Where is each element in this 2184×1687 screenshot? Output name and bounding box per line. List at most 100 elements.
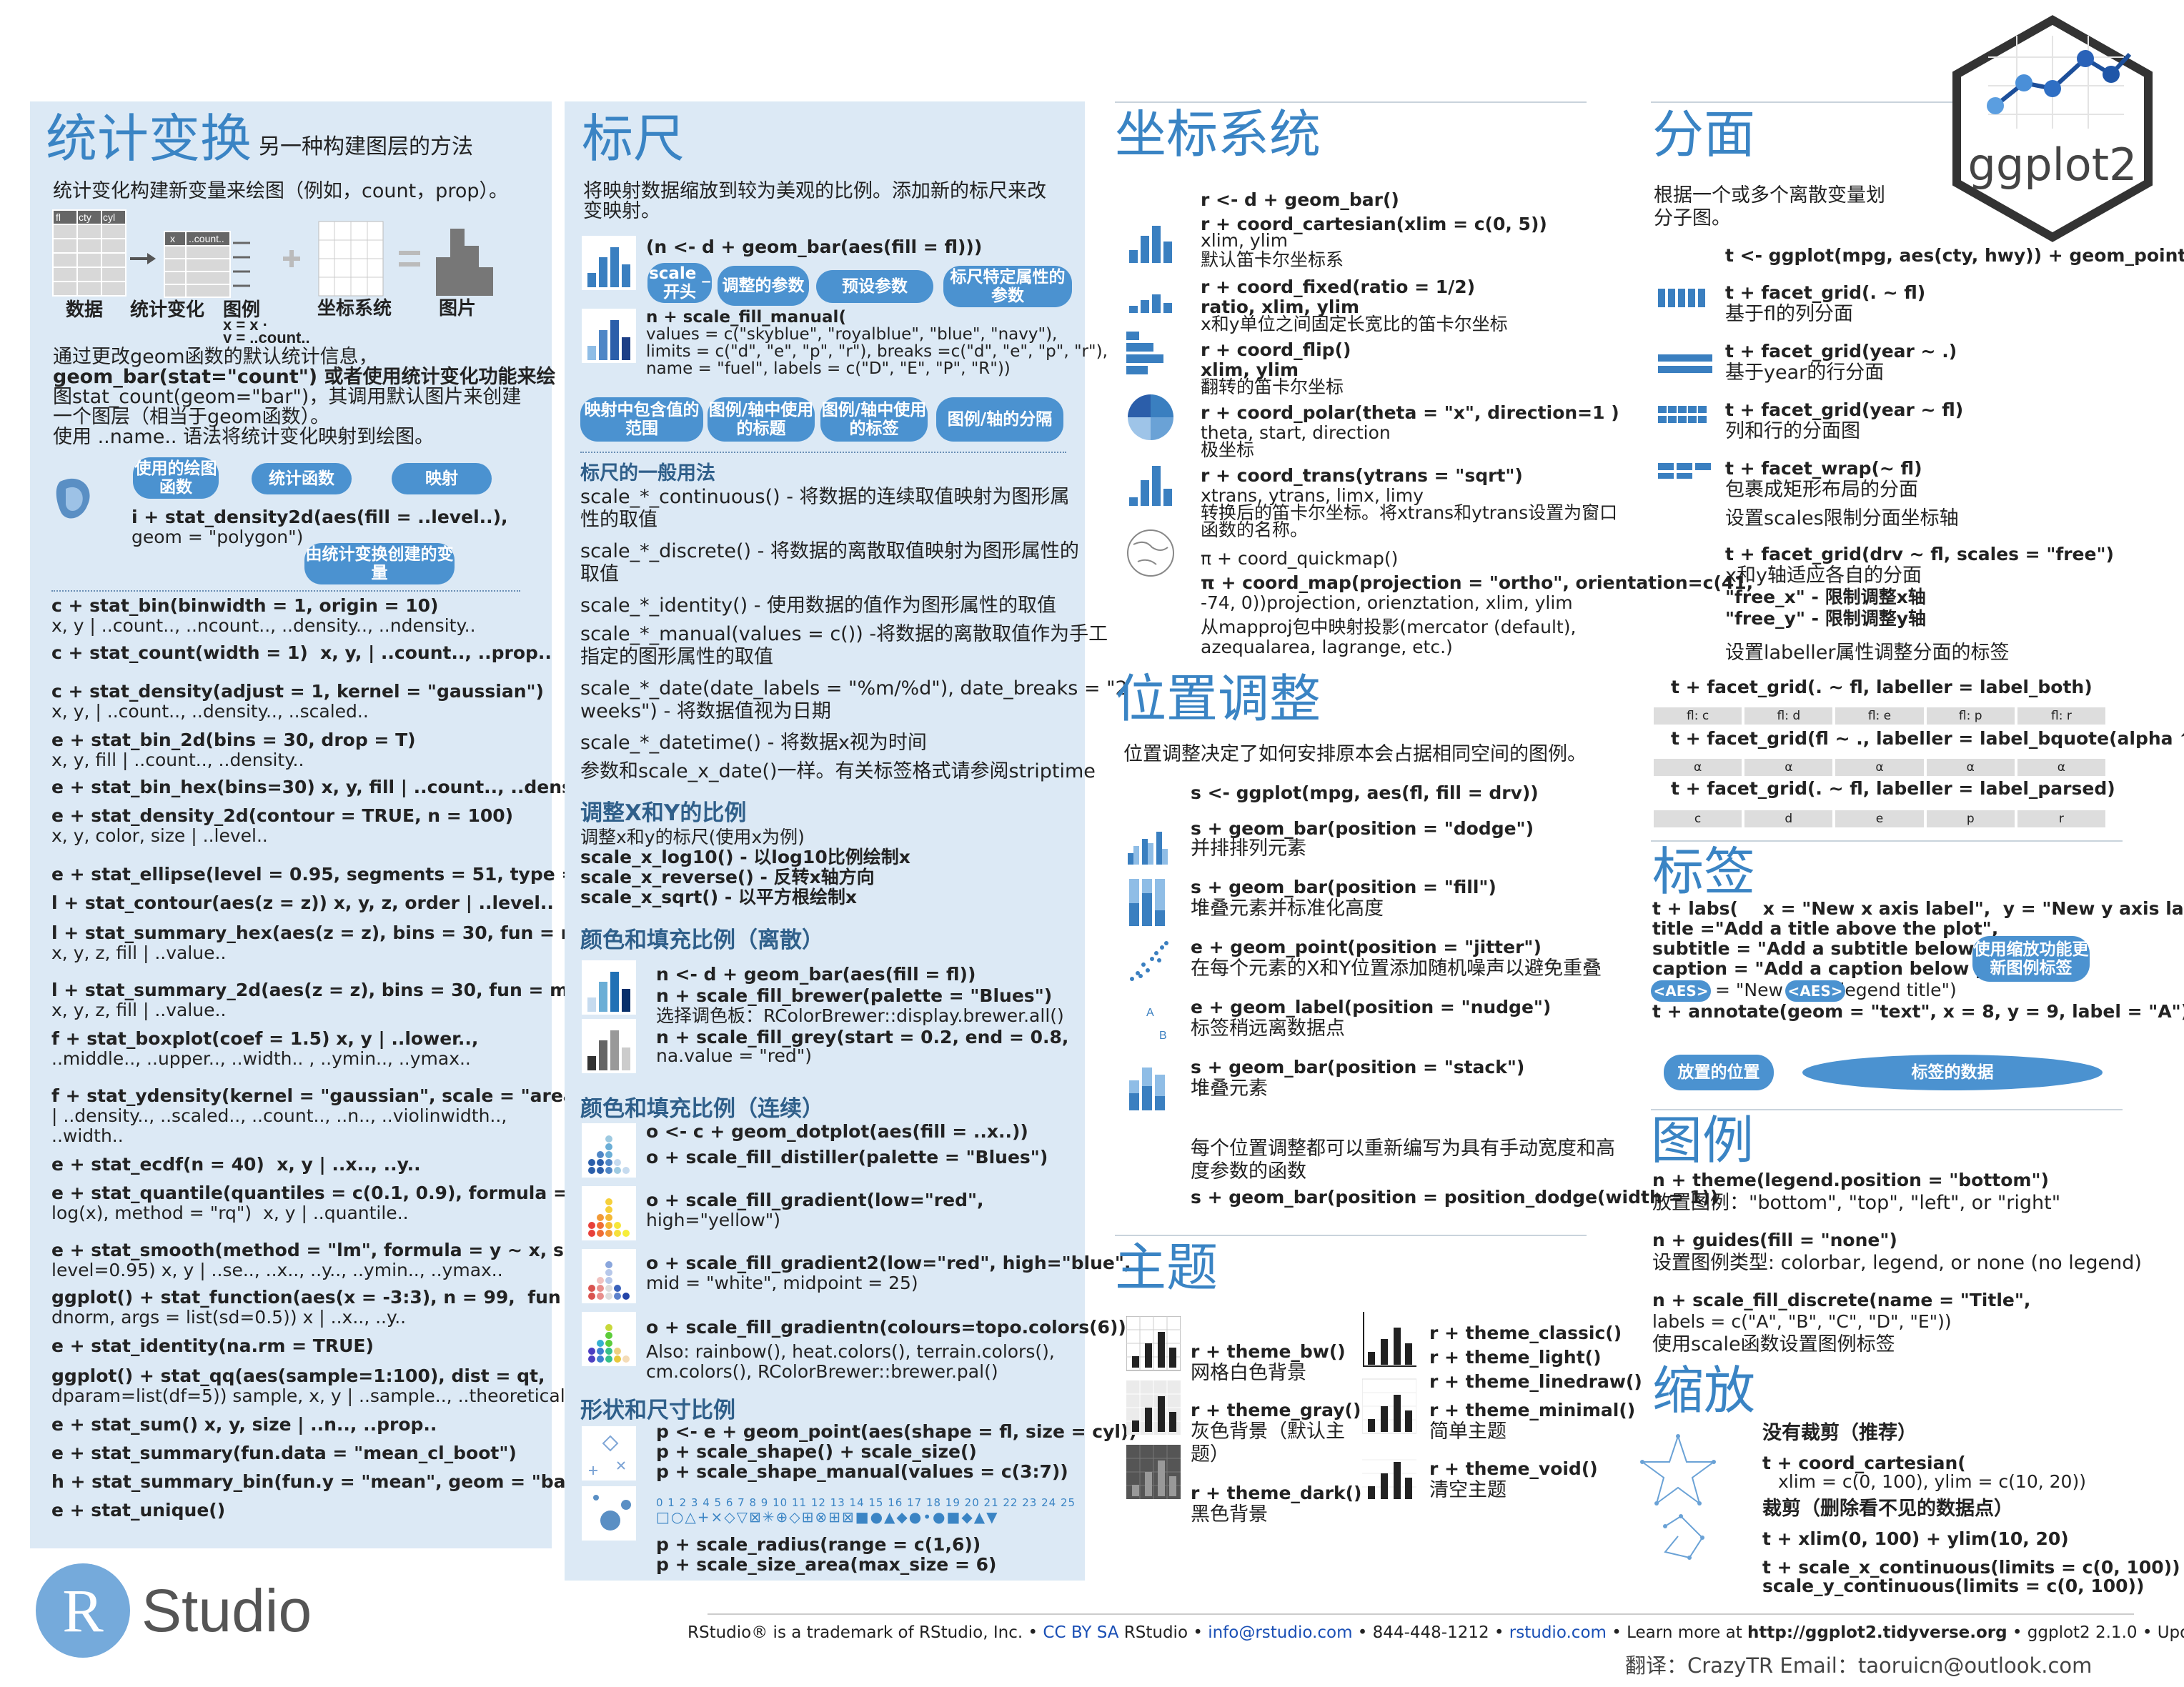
stats-bubble-mapping: 映射 [392, 463, 492, 494]
footer-learn: • Learn more at [1606, 1623, 1748, 1642]
theme-line: 黑色背景 [1191, 1503, 1268, 1526]
position-line: e + geom_point(position = "jitter") [1191, 937, 1542, 957]
coord-line: 从mapproj包中映射投影(mercator (default), [1201, 617, 1577, 637]
facets-intro-2: 分子图。 [1654, 207, 1731, 229]
strip-label: fl: e [1835, 707, 1924, 725]
position-line: s + geom_bar(position = "dodge") [1191, 818, 1534, 839]
position-line: s + geom_bar(position = "stack") [1191, 1057, 1525, 1078]
svg-text:A: A [1146, 1007, 1154, 1019]
facet-line: 基于fl的列分面 [1725, 303, 1854, 325]
footer-site-link[interactable]: rstudio.com [1509, 1623, 1607, 1642]
stat-line: e + stat_bin_hex(bins=30) x, y, fill | .… [51, 777, 611, 797]
stat-line: x, y | ..count.., ..ncount.., ..density.… [51, 615, 476, 636]
position-intro: 位置调整决定了如何安排原本会占据相同空间的图例。 [1123, 743, 1587, 765]
coord-line: r + coord_flip() [1201, 339, 1351, 360]
strip-label: fl: d [1744, 707, 1833, 725]
diagram-caption-legend: 图例 [223, 299, 260, 320]
scales-bubble-breaks: 图例/轴的分隔 [936, 397, 1063, 442]
facet-line: "free_y" - 限制调整y轴 [1725, 608, 1927, 629]
stats-para-4: 一个图层（相当于geom函数）。 [53, 406, 330, 428]
theme-line: 网格白色背景 [1191, 1362, 1306, 1384]
stat-line: ggplot() + stat_function(aes(x = -3:3), … [51, 1287, 582, 1308]
scale-general-line: 参数和scale_x_date()一样。有关标签格式请参阅striptime [580, 760, 1096, 782]
diagram-mapping-x: x = x · [223, 316, 268, 334]
legends-rule [1651, 1109, 2123, 1110]
diagram-label-x: x [170, 233, 175, 244]
stat-line: dnorm, args = list(sd=0.5)) x | ..x.., .… [51, 1307, 407, 1328]
scale-disc-line: 选择调色板：RColorBrewer::display.brewer.all() [656, 1005, 1064, 1026]
position-line: 在每个元素的X和Y位置添加随机噪声以避免重叠 [1191, 957, 1602, 980]
footer-phone: • 844-448-1212 • [1352, 1623, 1509, 1642]
scale-general-line: scale_*_continuous() - 将数据的连续取值映射为图形属 [580, 486, 1070, 508]
scale-disc-line: n + scale_fill_grey(start = 0.2, end = 0… [656, 1027, 1069, 1047]
coord-line: r + coord_fixed(ratio = 1/2) [1201, 277, 1476, 297]
scale-size-line: p + scale_radius(range = c(1,6)) [656, 1534, 981, 1555]
scales-bubble-limits: 映射中包含值的范围 [580, 397, 703, 442]
scale-shape-line: p + scale_shape() + scale_size() [656, 1441, 977, 1462]
scales-bubble-preset: 预设参数 [816, 270, 933, 303]
stat-line: e + stat_smooth(method = "lm", formula =… [51, 1240, 607, 1260]
facet-line: t + facet_grid(. ~ fl, labeller = label_… [1671, 778, 2115, 799]
stats-intro: 统计变化构建新变量来绘图（例如，count，prop）。 [53, 180, 508, 202]
stat-line: l + stat_summary_hex(aes(z = z), bins = … [51, 922, 612, 943]
scales-cont-heading: 颜色和填充比例（连续） [580, 1096, 824, 1122]
legend-line: n + theme(legend.position = "bottom") [1652, 1170, 2049, 1190]
legend-line: 设置图例类型: colorbar, legend, or none (no le… [1652, 1252, 2142, 1274]
theme-line: r + theme_linedraw() [1429, 1371, 1642, 1392]
coord-line: x和y单位之间固定长宽比的笛卡尔坐标 [1201, 314, 1508, 334]
strip-label: c [1654, 810, 1742, 827]
coord-line: xlim, ylim [1201, 230, 1288, 251]
facet-line: 列和行的分面图 [1725, 420, 1860, 442]
theme-icons-left [1126, 1316, 1181, 1499]
shape-numbers: 0 1 2 3 4 5 6 7 8 9 10 11 12 13 14 15 16… [656, 1496, 1076, 1509]
scale-cont-line: o <- c + geom_dotplot(aes(fill = ..x..)) [646, 1121, 1028, 1142]
scale-cont-line: o + scale_fill_gradient(low="red", [646, 1190, 984, 1210]
scales-example-1: n + scale_fill_manual( [646, 308, 846, 327]
stat-line: x, y, z, fill | ..value.. [51, 942, 227, 963]
coord-line: r <- d + geom_bar() [1201, 189, 1399, 210]
scale-general-line: 取值 [580, 563, 619, 585]
footer-email-link[interactable]: info@rstudio.com [1208, 1623, 1353, 1642]
shape-icon [582, 1426, 636, 1541]
coords-rule [1115, 101, 1587, 103]
diagram-caption-stat: 统计变化 [130, 299, 204, 320]
position-line: 每个位置调整都可以重新编写为具有手动宽度和高 [1191, 1138, 1615, 1160]
coord-line: xtrans, ytrans, limx, limy [1201, 485, 1424, 506]
footer-license-link[interactable]: CC BY SA [1043, 1623, 1119, 1642]
label-line: title ="Add a title above the plot", [1652, 918, 1999, 939]
footer-rule [708, 1613, 2134, 1615]
theme-line: r + theme_void() [1429, 1458, 1598, 1479]
scales-general-heading: 标尺的一般用法 [580, 462, 715, 484]
stat-line: c + stat_bin(binwidth = 1, origin = 10) [51, 595, 439, 616]
facet-line: t + facet_grid(drv ~ fl, scales = "free"… [1725, 544, 2114, 564]
facet-line: "free_x" - 限制调整x轴 [1725, 587, 1926, 607]
coord-line: 默认笛卡尔坐标系 [1201, 249, 1344, 270]
coord-line: 函数的名称。 [1201, 519, 1309, 540]
facet-line: t <- ggplot(mpg, aes(cty, hwy)) + geom_p… [1725, 245, 2184, 266]
coords-title: 坐标系统 [1115, 104, 1321, 164]
scales-bubble-aes: 调整的参数 [718, 266, 809, 306]
stat-line: h + stat_summary_bin(fun.y = "mean", geo… [51, 1471, 592, 1492]
position-line: 度参数的函数 [1191, 1160, 1306, 1183]
scale-shape-line: p <- e + geom_point(aes(shape = fl, size… [656, 1421, 1137, 1442]
stats-panel [30, 101, 552, 1548]
scale-cont-line: high="yellow") [646, 1210, 781, 1230]
svg-text:B: B [1159, 1030, 1167, 1042]
strip-alpha-icon: α [1744, 759, 1833, 776]
strip-label: e [1835, 810, 1924, 827]
scale-disc-line: na.value = "red") [656, 1045, 812, 1066]
stat-line: x, y, | ..count.., ..density.., ..scaled… [51, 701, 369, 722]
position-line: s <- ggplot(mpg, aes(fl, fill = drv)) [1191, 782, 1539, 803]
stat-line: e + stat_identity(na.rm = TRUE) [51, 1335, 374, 1356]
facet-line: t + facet_grid(year ~ fl) [1725, 399, 1964, 420]
facets-rule [1651, 101, 2123, 103]
legend-line: n + scale_fill_discrete(name = "Title", [1652, 1290, 2031, 1310]
footer-url: http://ggplot2.tidyverse.org [1747, 1623, 2007, 1642]
themes-title: 主题 [1115, 1238, 1218, 1298]
scales-intro-1: 将映射数据缩放到较为美观的比例。添加新的标尺来改 [583, 180, 1046, 202]
theme-line: r + theme_bw() [1191, 1341, 1346, 1362]
scales-bubble-name: 图例/轴中使用的标题 [708, 397, 815, 442]
coord-line: r + coord_trans(ytrans = "sqrt") [1201, 465, 1523, 486]
stats-example-2: geom = "polygon") [131, 527, 304, 547]
position-title: 位置调整 [1115, 669, 1321, 729]
